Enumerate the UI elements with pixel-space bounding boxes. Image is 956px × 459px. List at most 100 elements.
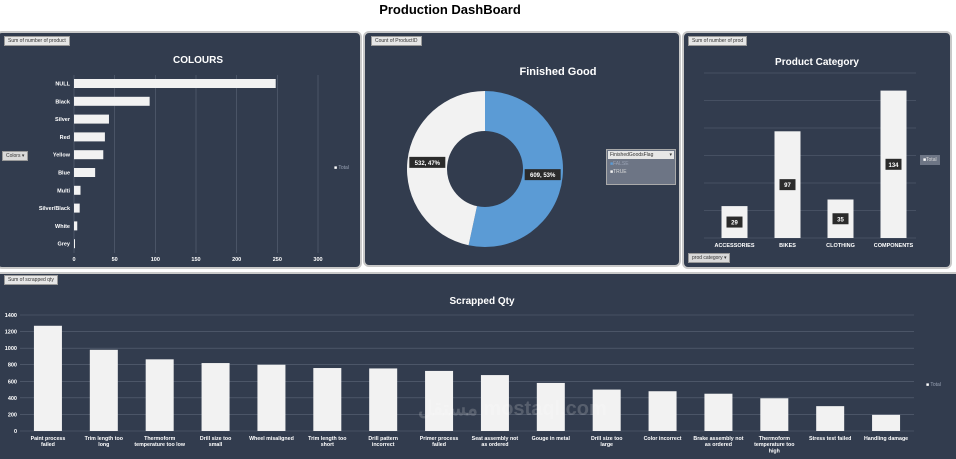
x-category-label-line: temperature too low bbox=[134, 442, 186, 448]
y-category-label: Black bbox=[55, 99, 71, 105]
data-label-bg bbox=[779, 179, 796, 191]
scrapped-qty-panel: Scrapped Qty 0 200 400 600 800 1000 1200 1400 Pai… bbox=[0, 272, 956, 459]
y-tick-label: 200 bbox=[8, 412, 17, 418]
x-category-label-line: Primer process bbox=[420, 436, 459, 442]
y-category-label: Silver/Black bbox=[39, 206, 71, 212]
bar bbox=[33, 325, 62, 431]
x-tick-label: 250 bbox=[273, 257, 282, 263]
legend-header[interactable]: FinishedGoodsFlag ▾ bbox=[608, 151, 674, 159]
x-tick-label: 50 bbox=[112, 257, 118, 263]
finished-good-field-tag[interactable]: Count of ProductID bbox=[371, 36, 422, 46]
scrapped-qty-legend-label: Total bbox=[930, 382, 941, 388]
chevron-down-icon: ▾ bbox=[669, 152, 672, 158]
data-label-bg bbox=[409, 156, 446, 168]
product-category-filter-button[interactable]: prod category ▾ bbox=[688, 253, 731, 263]
scrapped-qty-field-tag[interactable]: Sum of scrapped qty bbox=[4, 275, 58, 285]
chart-title: COLOURS bbox=[173, 55, 223, 66]
x-tick-label: 300 bbox=[313, 257, 322, 263]
y-category-label: Blue bbox=[58, 171, 70, 177]
bar bbox=[816, 406, 845, 431]
x-tick-label: 150 bbox=[191, 257, 200, 263]
x-category-label: Thermoform temperature too high bbox=[754, 436, 795, 454]
y-category-label: Yellow bbox=[53, 153, 71, 159]
y-tick-label: 0 bbox=[14, 429, 17, 435]
bar bbox=[89, 349, 118, 431]
legend-item-false-label: FALSE bbox=[613, 161, 629, 167]
product-category-legend-label: Total bbox=[926, 157, 937, 163]
x-category-label: Handling damage bbox=[864, 436, 908, 442]
bar bbox=[536, 382, 565, 431]
data-label-bg bbox=[524, 169, 561, 181]
x-category-label-line: Drill size too bbox=[200, 436, 232, 442]
bar bbox=[74, 114, 109, 124]
colours-legend-label: Total bbox=[338, 165, 349, 171]
x-category-label-line: Handling damage bbox=[864, 436, 908, 442]
bar bbox=[592, 389, 621, 431]
x-category-label-line: small bbox=[209, 442, 223, 448]
x-category-label-line: Color incorrect bbox=[644, 436, 682, 442]
x-category-label-line: Seat assembly not bbox=[472, 436, 519, 442]
legend-item-true[interactable]: ■TRUE bbox=[607, 168, 675, 176]
data-label: 97 bbox=[784, 183, 791, 189]
x-category-label-line: Stress test failed bbox=[809, 436, 851, 442]
bar bbox=[74, 185, 81, 195]
bar bbox=[145, 359, 174, 431]
y-category-label: Grey bbox=[57, 242, 70, 248]
bar bbox=[74, 203, 80, 213]
y-category-label: White bbox=[55, 224, 70, 230]
y-tick-label: 1400 bbox=[5, 313, 17, 319]
colours-filter-button[interactable]: Colors ▾ bbox=[2, 151, 29, 161]
bar bbox=[480, 375, 509, 431]
x-category-label: Trim length too long bbox=[85, 436, 124, 448]
x-category-label-line: Drill size too bbox=[591, 436, 623, 442]
data-label: 609, 53% bbox=[524, 169, 561, 181]
x-tick-label: 0 bbox=[72, 257, 75, 263]
product-category-field-tag[interactable]: Sum of number of prod bbox=[688, 36, 748, 46]
chevron-down-icon: ▾ bbox=[21, 153, 25, 159]
x-tick-label: 200 bbox=[232, 257, 241, 263]
legend-square-icon: ■ bbox=[610, 169, 614, 175]
y-category-label: Red bbox=[60, 135, 70, 141]
data-label: 532, 47% bbox=[409, 156, 446, 168]
chevron-down-icon: ▾ bbox=[723, 255, 727, 261]
x-category-label-line: Trim length too bbox=[85, 436, 124, 442]
legend-square-icon: ■ bbox=[923, 157, 927, 163]
chart-title: Product Category bbox=[775, 57, 859, 68]
bar bbox=[74, 168, 96, 177]
colours-field-tag[interactable]: Sum of number of product bbox=[4, 36, 70, 46]
bar bbox=[257, 364, 286, 431]
data-label-bg bbox=[832, 213, 849, 225]
x-category-label-line: as ordered bbox=[481, 442, 508, 448]
x-category-label-line: Trim length too bbox=[308, 436, 347, 442]
colours-chart: COLOURS 0 50 100 150 200 250 300 NULL Black Silver… bbox=[39, 55, 323, 263]
x-category-label: Gouge in metal bbox=[532, 436, 571, 442]
bar bbox=[872, 414, 901, 431]
x-category-label-line: Brake assembly not bbox=[693, 436, 743, 442]
bar bbox=[74, 150, 104, 160]
x-category-label: Thermoform temperature too low bbox=[134, 436, 186, 448]
x-category-label-line: Paint process bbox=[31, 436, 66, 442]
bar bbox=[369, 368, 398, 431]
bar bbox=[425, 370, 454, 431]
colours-legend: ■ Total bbox=[334, 165, 349, 171]
bar bbox=[74, 221, 78, 231]
donut-slice bbox=[468, 91, 564, 247]
data-label: 29 bbox=[731, 221, 738, 227]
product-category-chart: Product Category 29 ACCESSORIES 97 BIKES 35 CL… bbox=[704, 57, 916, 249]
x-category-label: CLOTHING bbox=[826, 243, 855, 249]
x-category-label-line: incorrect bbox=[372, 442, 395, 448]
chart-title: Finished Good bbox=[520, 66, 597, 78]
product-category-filter-label: prod category bbox=[692, 255, 723, 261]
page-title: Production DashBoard bbox=[379, 2, 521, 17]
x-category-label-line: Drill pattern bbox=[368, 436, 398, 442]
legend-item-false[interactable]: ■FALSE bbox=[607, 160, 675, 168]
bar bbox=[760, 398, 789, 431]
x-category-label: ACCESSORIES bbox=[714, 243, 754, 249]
y-category-label: Silver bbox=[55, 117, 71, 123]
bar bbox=[74, 239, 75, 249]
chart-title: Scrapped Qty bbox=[449, 296, 514, 307]
x-category-label: Drill pattern incorrect bbox=[368, 436, 398, 448]
bar bbox=[74, 132, 105, 142]
x-category-label-line: Thermoform bbox=[759, 436, 790, 442]
data-label: 134 bbox=[888, 163, 899, 169]
